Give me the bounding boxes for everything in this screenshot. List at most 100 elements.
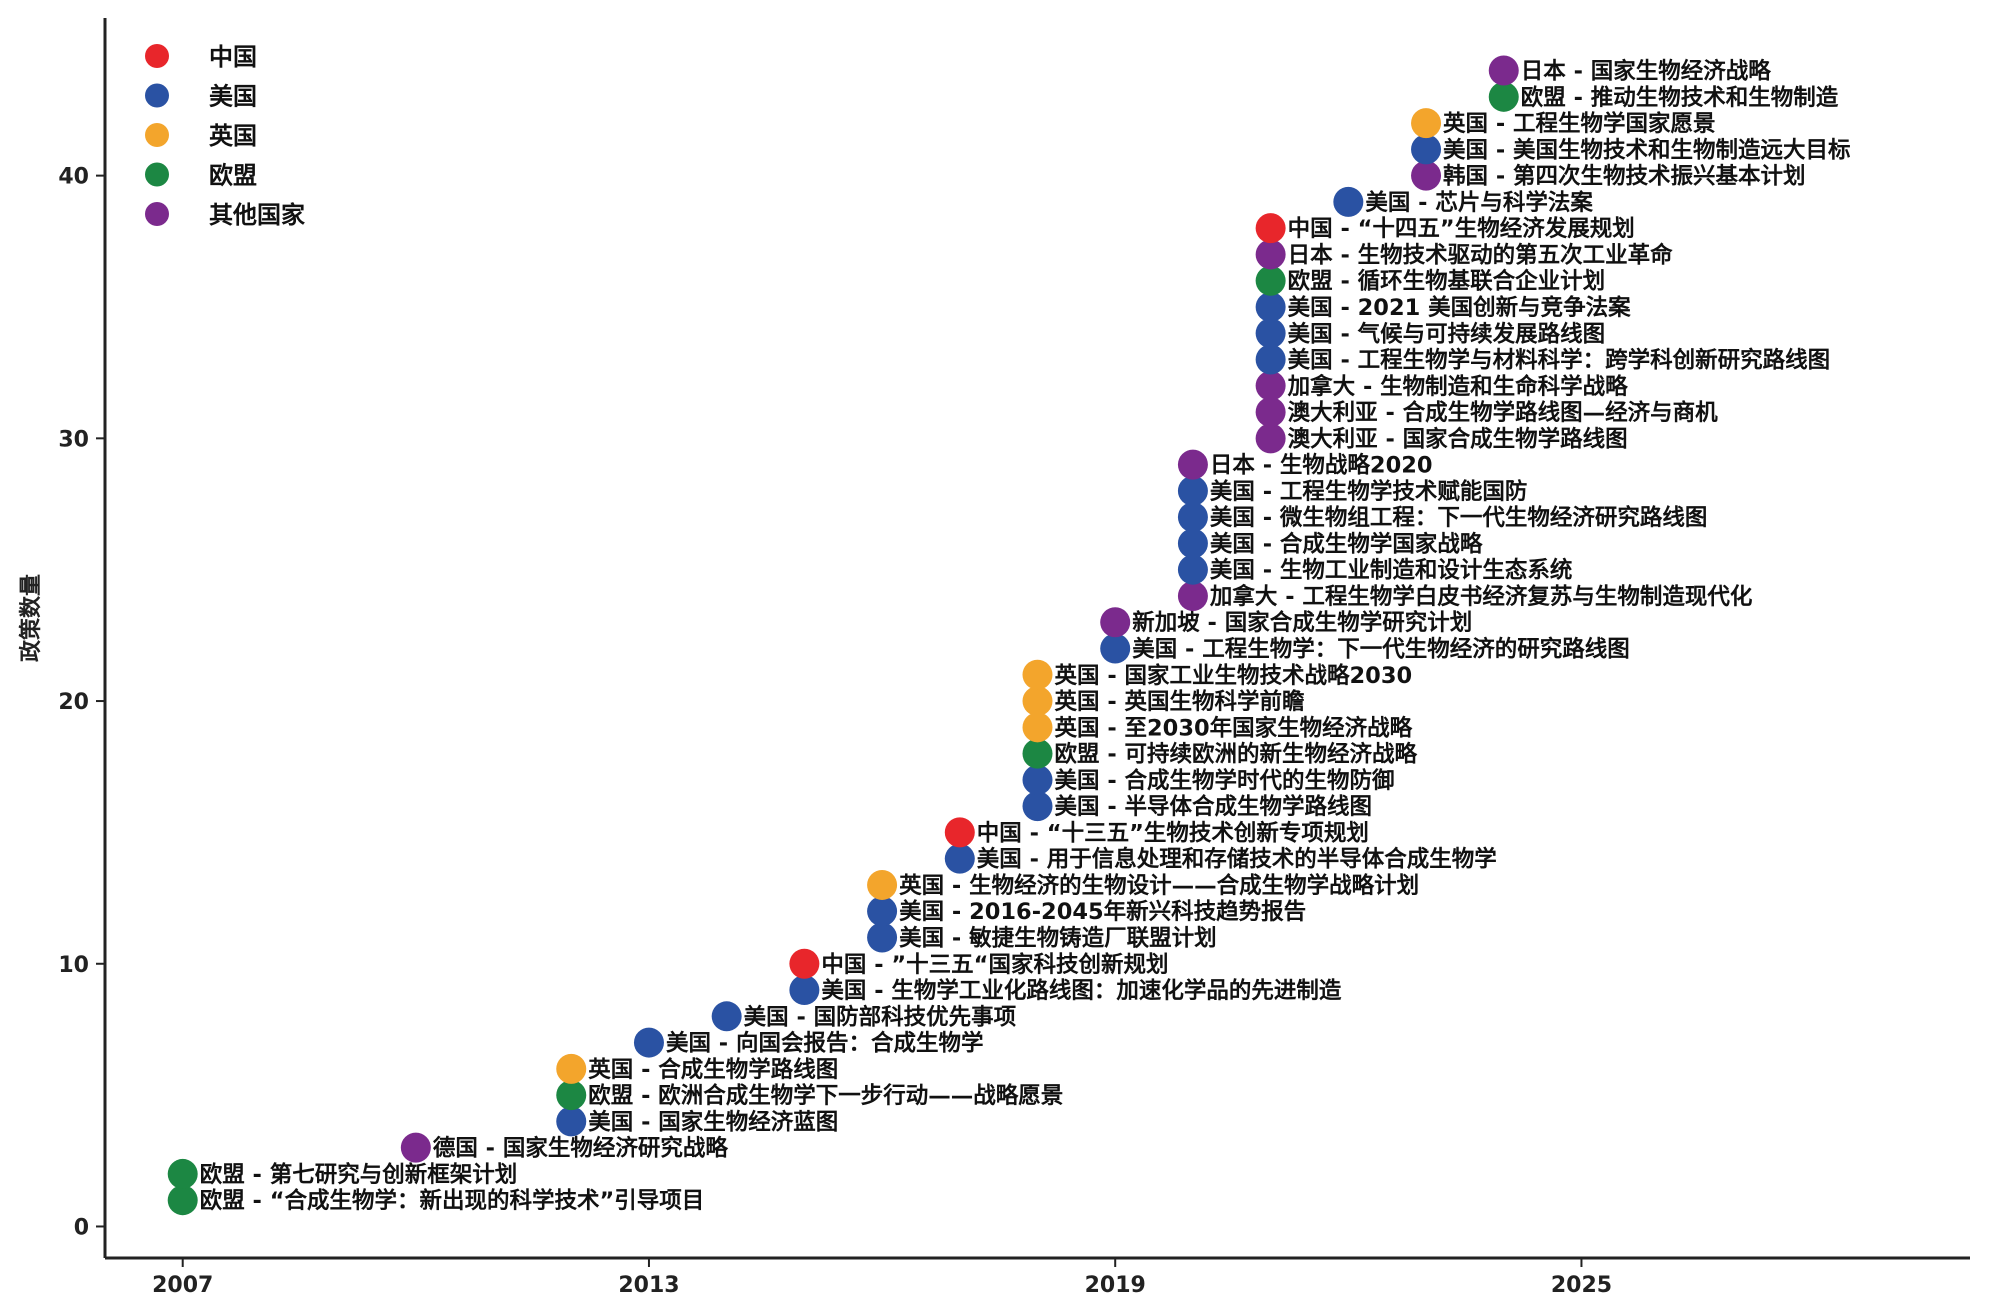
data-point <box>1177 449 1208 480</box>
data-point <box>1177 528 1208 559</box>
data-point-label: 美国 - 2016-2045年新兴科技趋势报告 <box>899 898 1306 925</box>
data-point <box>1022 738 1053 769</box>
data-point-label: 美国 - 工程生物学技术赋能国防 <box>1210 478 1528 505</box>
data-point <box>1255 265 1286 296</box>
data-point <box>1411 108 1442 139</box>
data-point-label: 欧盟 - 第七研究与创新框架计划 <box>200 1161 518 1188</box>
data-point-label: 加拿大 - 工程生物学白皮书经济复苏与生物制造现代化 <box>1209 583 1753 610</box>
data-point <box>1255 423 1286 454</box>
y-axis-label: 政策数量 <box>18 574 44 662</box>
data-point <box>789 948 820 979</box>
legend-label: 中国 <box>209 43 257 71</box>
data-point <box>1177 502 1208 533</box>
data-point-label: 德国 - 国家生物经济研究战略 <box>433 1135 729 1162</box>
y-axis-ticks: 0 10 20 30 40 <box>58 165 105 1240</box>
data-point <box>167 1185 198 1216</box>
data-point-label: 韩国 - 第四次生物技术振兴基本计划 <box>1443 163 1806 190</box>
x-tick-label: 2019 <box>1085 1273 1146 1298</box>
data-point-label: 美国 - 生物工业制造和设计生态系统 <box>1210 557 1573 584</box>
data-point <box>1100 633 1131 664</box>
data-point <box>1255 370 1286 401</box>
data-point <box>944 843 975 874</box>
data-point-label: 美国 - 美国生物技术和生物制造远大目标 <box>1443 136 1851 163</box>
data-point-label: 美国 - 敏捷生物铸造厂联盟计划 <box>899 924 1217 951</box>
data-point <box>1022 791 1053 822</box>
data-point <box>1022 659 1053 690</box>
legend-label: 英国 <box>209 122 257 150</box>
data-point <box>1411 160 1442 191</box>
data-point-label: 英国 - 生物经济的生物设计——合成生物学战略计划 <box>899 872 1419 899</box>
data-point-label: 美国 - 微生物组工程：下一代生物经济研究路线图 <box>1210 504 1708 531</box>
data-point-label: 日本 - 国家生物经济战略 <box>1521 58 1772 85</box>
data-point-label: 美国 - 芯片与科学法案 <box>1365 189 1593 216</box>
data-point-label: 美国 - 工程生物学：下一代生物经济的研究路线图 <box>1132 636 1630 663</box>
data-point-label: 中国 - ”十三五“国家科技创新规划 <box>821 951 1168 978</box>
legend-marker <box>145 123 169 147</box>
data-point-label: 美国 - 2021 美国创新与竞争法案 <box>1288 294 1631 321</box>
data-point <box>1177 580 1208 611</box>
data-point-label: 美国 - 国防部科技优先事项 <box>744 1003 1017 1030</box>
data-point <box>1177 475 1208 506</box>
data-point-label: 欧盟 - 推动生物技术和生物制造 <box>1521 84 1839 111</box>
data-point <box>1022 712 1053 743</box>
data-point-label: 美国 - 半导体合成生物学路线图 <box>1055 793 1373 820</box>
data-point <box>1177 554 1208 585</box>
data-point <box>556 1080 587 1111</box>
legend-marker <box>145 162 169 187</box>
data-point-label: 加拿大 - 生物制造和生命科学战略 <box>1287 373 1629 400</box>
legend-label: 美国 <box>209 83 257 111</box>
data-point-label: 美国 - 工程生物学与材料科学：跨学科创新研究路线图 <box>1288 347 1831 374</box>
data-point-label: 美国 - 用于信息处理和存储技术的半导体合成生物学 <box>977 846 1497 873</box>
data-point <box>1022 764 1053 795</box>
data-point-label: 英国 - 合成生物学路线图 <box>588 1056 838 1083</box>
data-point-label: 美国 - 生物学工业化路线图：加速化学品的先进制造 <box>821 977 1342 1004</box>
data-point-label: 中国 - “十三五”生物技术创新专项规划 <box>977 819 1369 846</box>
data-point <box>1100 607 1131 638</box>
data-point-label: 新加坡 - 国家合成生物学研究计划 <box>1132 609 1472 636</box>
x-axis-ticks: 2007 2013 2019 2025 <box>152 1258 1612 1298</box>
data-point-label: 美国 - 合成生物学国家战略 <box>1210 530 1483 557</box>
data-point <box>789 975 820 1006</box>
data-point <box>1255 291 1286 322</box>
data-point-label: 澳大利亚 - 合成生物学路线图—经济与商机 <box>1288 399 1719 426</box>
data-point <box>1022 686 1053 717</box>
legend-marker <box>145 202 169 226</box>
data-point-label: 欧盟 - 欧洲合成生物学下一步行动——战略愿景 <box>588 1082 1063 1109</box>
y-tick-label: 10 <box>58 953 89 978</box>
data-point-label: 美国 - 向国会报告：合成生物学 <box>666 1030 984 1057</box>
data-point <box>1488 55 1519 86</box>
data-point <box>1488 81 1519 112</box>
data-point <box>1255 344 1286 375</box>
data-point-label: 日本 - 生物技术驱动的第五次工业革命 <box>1288 241 1674 268</box>
data-point <box>711 1001 742 1032</box>
data-point <box>1333 186 1364 217</box>
y-tick-label: 0 <box>74 1215 89 1240</box>
data-point <box>556 1106 587 1137</box>
data-point <box>1255 213 1286 244</box>
data-point-label: 英国 - 工程生物学国家愿景 <box>1443 110 1716 137</box>
y-tick-label: 40 <box>58 165 89 190</box>
data-point-label: 英国 - 国家工业生物技术战略2030 <box>1055 662 1413 689</box>
data-point <box>867 869 898 900</box>
data-point-label: 澳大利亚 - 国家合成生物学路线图 <box>1288 425 1628 452</box>
x-tick-label: 2013 <box>618 1273 679 1298</box>
axes: 2007 2013 2019 2025 0 10 20 30 40 政策数量 <box>18 18 1970 1298</box>
data-point <box>1255 318 1286 349</box>
data-point <box>167 1158 198 1189</box>
data-point <box>556 1053 587 1084</box>
data-point-label: 欧盟 - 可持续欧洲的新生物经济战略 <box>1055 741 1418 768</box>
x-tick-label: 2007 <box>152 1273 213 1298</box>
data-point <box>1255 397 1286 428</box>
legend-marker <box>145 44 169 68</box>
data-point <box>867 922 898 953</box>
x-tick-label: 2025 <box>1551 1273 1612 1298</box>
y-tick-label: 30 <box>58 427 89 452</box>
data-point-label: 美国 - 气候与可持续发展路线图 <box>1288 320 1606 347</box>
data-point <box>633 1027 664 1058</box>
data-point <box>867 896 898 927</box>
data-point <box>400 1132 431 1163</box>
data-point-label: 英国 - 英国生物科学前瞻 <box>1055 688 1305 715</box>
legend-marker <box>145 83 169 108</box>
